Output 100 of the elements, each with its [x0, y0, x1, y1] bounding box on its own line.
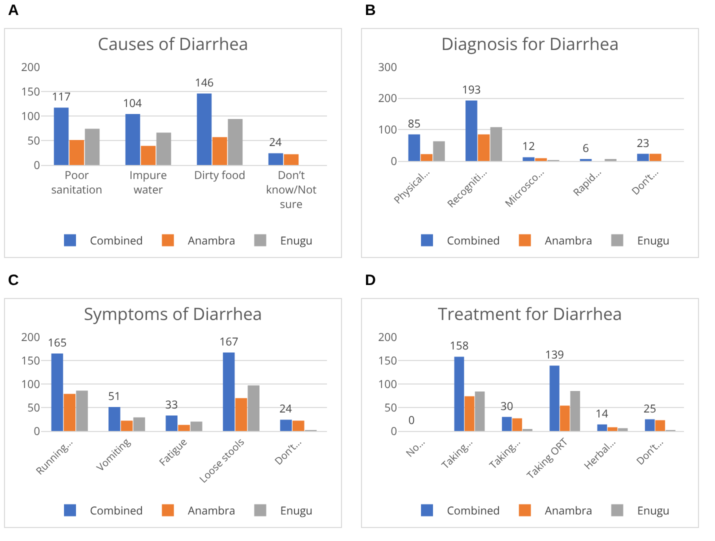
y-tick-label: 50 — [384, 400, 397, 416]
text: C — [8, 272, 19, 289]
y-tick-label: 300 — [378, 60, 397, 75]
chart-title: Treatment for Diarrhea — [438, 302, 622, 326]
legend-label: Enugu — [637, 234, 670, 249]
bar — [608, 427, 618, 431]
data-label: 165 — [48, 335, 67, 350]
data-label: 24 — [279, 402, 293, 417]
y-tick-label: 100 — [21, 376, 40, 392]
y-tick-label: 0 — [390, 424, 397, 439]
chart-title: Diagnosis for Diarrhea — [441, 32, 619, 56]
data-label: 51 — [108, 389, 121, 404]
chart-title: Causes of Diarrhea — [98, 32, 248, 56]
bar — [550, 366, 560, 431]
bar — [454, 356, 464, 431]
data-label: 6 — [582, 141, 589, 156]
data-label: 14 — [596, 406, 609, 422]
y-tick-label: 150 — [21, 353, 40, 368]
bar — [512, 418, 522, 431]
bar — [248, 385, 260, 431]
text: B — [365, 2, 376, 19]
bar — [178, 424, 190, 431]
bar — [433, 141, 445, 161]
bar — [108, 407, 120, 431]
legend-label: Combined — [90, 504, 143, 519]
y-tick-label: 200 — [378, 91, 397, 106]
text: A — [8, 2, 19, 19]
bar — [535, 158, 547, 161]
y-tick-label: 200 — [21, 60, 40, 75]
data-label: 85 — [408, 116, 420, 132]
legend-label: Anambra — [188, 234, 236, 249]
bar — [228, 118, 243, 165]
data-label: 193 — [462, 82, 481, 98]
bar — [655, 420, 666, 431]
bar — [84, 128, 100, 165]
y-tick-label: 0 — [390, 154, 397, 169]
text: D — [365, 272, 376, 289]
bar — [280, 420, 292, 431]
bar — [190, 422, 202, 431]
y-tick-label: 100 — [378, 122, 397, 138]
data-label: 30 — [500, 398, 514, 414]
y-tick-label: 0 — [34, 424, 40, 439]
bar — [166, 415, 178, 431]
y-tick-label: 100 — [21, 108, 40, 124]
y-tick-label: 150 — [21, 84, 40, 100]
y-tick-label: 200 — [21, 330, 40, 345]
data-label: 104 — [122, 96, 143, 112]
data-label: 24 — [269, 135, 282, 150]
legend-label: Anambra — [544, 504, 592, 519]
data-label: 33 — [165, 397, 178, 412]
x-tick-label: Dirty food — [194, 168, 246, 184]
bar — [644, 419, 655, 431]
data-label: 117 — [52, 90, 71, 105]
data-label: 23 — [636, 136, 650, 151]
bar — [490, 127, 502, 161]
bar — [196, 93, 212, 165]
data-label: 146 — [194, 75, 214, 90]
x-tick-label: Poor sanitation — [51, 168, 102, 198]
bar — [76, 390, 88, 431]
bar — [478, 134, 490, 161]
bar — [133, 417, 146, 431]
bar — [420, 154, 432, 161]
y-tick-label: 50 — [27, 133, 40, 148]
bar — [466, 100, 478, 161]
data-label: 167 — [219, 334, 238, 350]
y-tick-label: 200 — [378, 330, 397, 345]
bar — [474, 392, 485, 431]
bar — [140, 146, 156, 165]
bar — [120, 420, 133, 431]
data-label: 25 — [644, 401, 656, 416]
bar — [597, 424, 608, 431]
bar — [222, 352, 235, 431]
bar — [125, 114, 140, 165]
legend-label: Enugu — [637, 504, 670, 519]
bar — [464, 396, 474, 431]
bar — [69, 140, 84, 165]
bar — [51, 353, 64, 431]
bar — [618, 428, 628, 431]
bar — [292, 420, 304, 431]
bar — [522, 157, 534, 161]
bar — [560, 406, 570, 431]
data-label: 12 — [522, 139, 535, 154]
legend-label: Combined — [447, 234, 500, 249]
bar — [502, 416, 512, 431]
bar — [268, 153, 284, 165]
bar — [284, 154, 299, 165]
x-tick-label: Impure water — [130, 168, 167, 198]
x-tick-label: Don’t know/Not sure — [266, 168, 317, 212]
bar — [64, 394, 76, 431]
bar — [156, 132, 172, 165]
bar — [637, 154, 649, 161]
legend-label: Enugu — [280, 234, 313, 249]
y-tick-label: 0 — [34, 158, 40, 173]
legend-label: Anambra — [188, 504, 236, 519]
legend-label: Anambra — [544, 234, 592, 249]
bar — [570, 391, 580, 431]
legend-label: Combined — [90, 234, 143, 249]
bar — [235, 398, 248, 431]
y-tick-label: 150 — [378, 353, 397, 368]
legend-label: Combined — [447, 504, 500, 519]
